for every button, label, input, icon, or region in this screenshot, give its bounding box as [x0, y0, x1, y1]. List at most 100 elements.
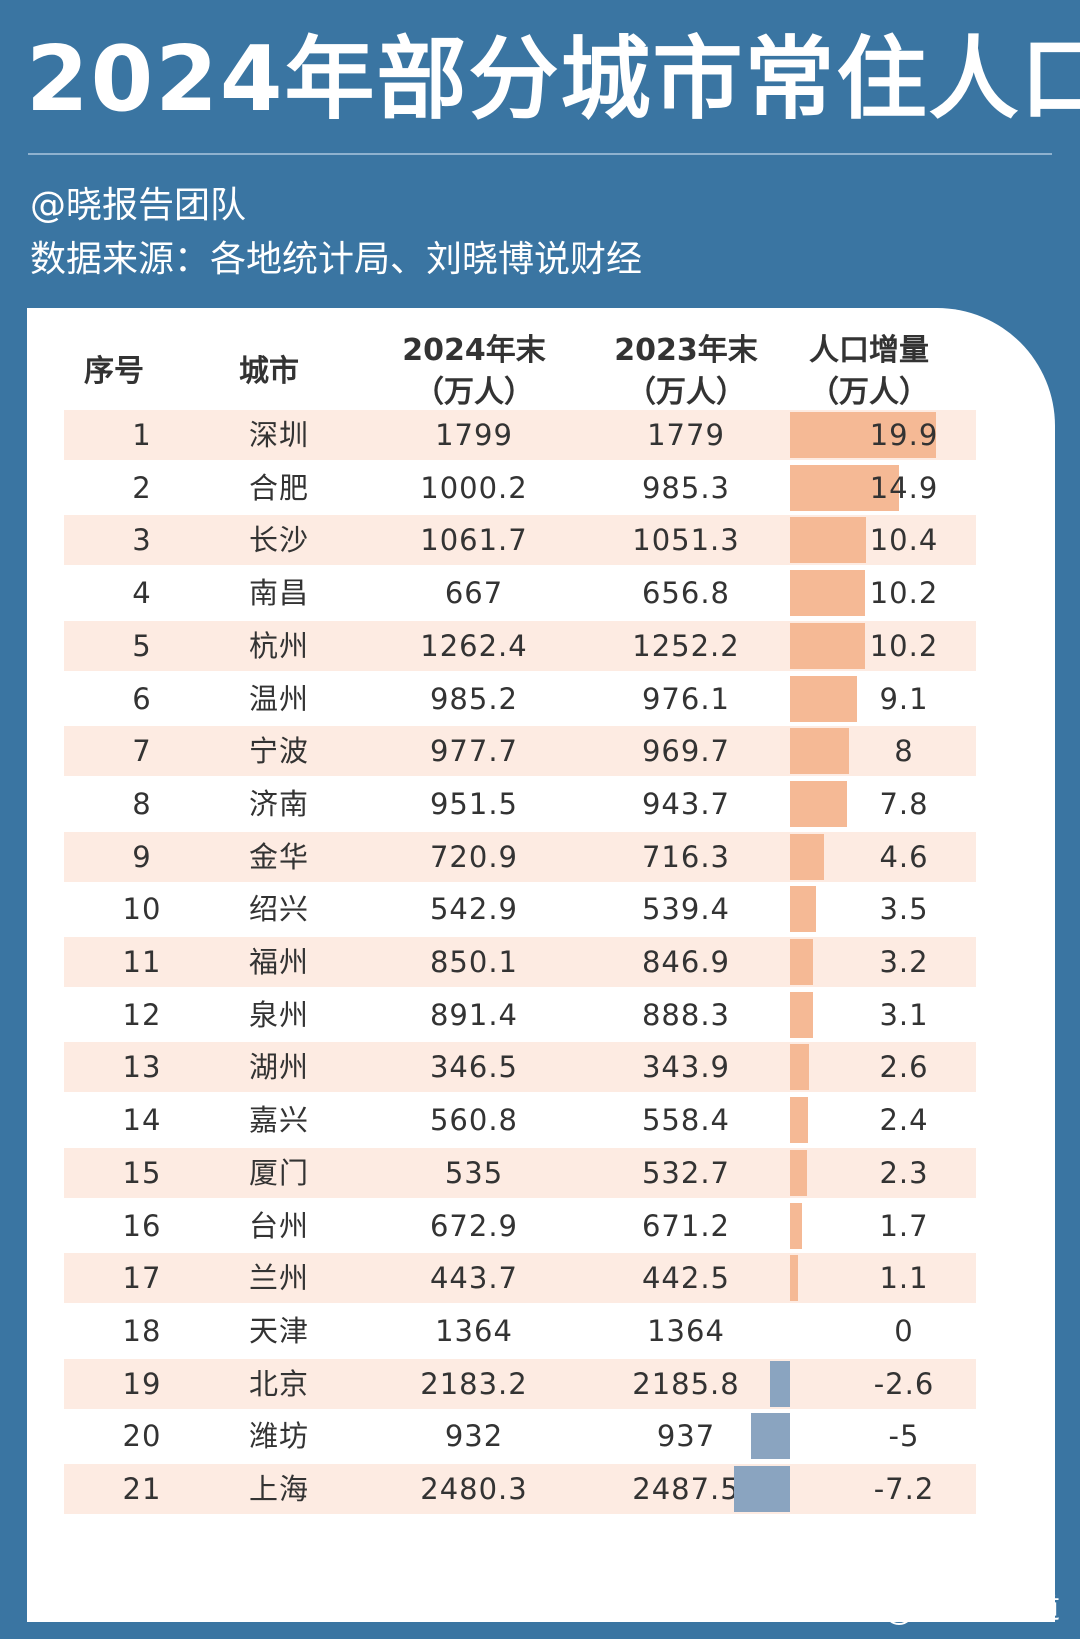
rank-cell: 6 — [132, 681, 152, 716]
watermark: ◎ 昊晓波频道 — [883, 1587, 1060, 1627]
decrease-bar — [734, 1466, 790, 1512]
header-rank: 序号 — [84, 354, 144, 389]
table-row: 7 宁波 977.7 969.7 8 — [64, 726, 976, 777]
population-2023-cell: 532.7 — [641, 1155, 731, 1190]
population-2024-cell: 1000.2 — [420, 470, 528, 505]
table-row: 17 兰州 443.7 442.5 1.1 — [64, 1253, 976, 1304]
table-row: 2 合肥 1000.2 985.3 14.9 — [64, 463, 976, 513]
change-cell: 3.1 — [879, 997, 929, 1032]
header-2024-title: 2024年末 — [402, 333, 546, 368]
decrease-bar — [769, 1360, 790, 1407]
table-row: 14 嘉兴 560.8 558.4 2.4 — [64, 1095, 976, 1145]
increase-bar — [790, 886, 816, 933]
table-row: 8 济南 951.5 943.7 7.8 — [64, 779, 976, 829]
city-cell: 绍兴 — [248, 892, 309, 927]
population-2024-cell: 951.5 — [429, 786, 519, 821]
population-2024-cell: 985.2 — [429, 681, 519, 716]
change-cell: 2.3 — [879, 1155, 929, 1190]
increase-bar — [790, 464, 900, 511]
increase-bar — [790, 1149, 807, 1196]
population-2023-cell: 558.4 — [641, 1103, 731, 1138]
population-2023-cell: 343.9 — [641, 1050, 731, 1085]
increase-bar — [790, 1202, 803, 1249]
change-cell: 10.2 — [869, 628, 939, 663]
increase-bar — [790, 412, 936, 458]
header-2023: 2023年末 （万人） — [586, 330, 786, 414]
population-2024-cell: 977.7 — [429, 734, 519, 769]
population-2024-cell: 535 — [444, 1155, 504, 1190]
rank-cell: 7 — [132, 734, 152, 769]
rank-cell: 15 — [122, 1155, 162, 1190]
change-cell: 9.1 — [879, 681, 929, 716]
increase-bar — [790, 517, 867, 564]
table-row: 13 湖州 346.5 343.9 2.6 — [64, 1042, 976, 1093]
population-2023-cell: 671.2 — [641, 1208, 731, 1243]
increase-bar — [790, 833, 824, 880]
population-2023-cell: 442.5 — [641, 1261, 731, 1296]
population-2024-cell: 560.8 — [429, 1103, 519, 1138]
population-2024-cell: 932 — [444, 1419, 504, 1454]
decrease-bar — [751, 1413, 790, 1460]
channel-logo-icon: ◎ — [883, 1595, 914, 1625]
population-2024-cell: 672.9 — [429, 1208, 519, 1243]
author-credit: @晓报告团队 — [30, 185, 247, 226]
rank-cell: 19 — [122, 1366, 162, 1401]
population-2024-cell: 850.1 — [429, 945, 519, 979]
city-cell: 天津 — [248, 1313, 309, 1348]
change-cell: 10.4 — [869, 523, 939, 558]
city-cell: 兰州 — [248, 1261, 309, 1296]
increase-bar — [790, 1044, 810, 1091]
rank-cell: 9 — [132, 839, 152, 874]
population-2024-cell: 720.9 — [429, 839, 519, 874]
rank-cell: 13 — [122, 1050, 162, 1085]
change-cell: 14.9 — [869, 470, 939, 505]
table-row: 16 台州 672.9 671.2 1.7 — [64, 1201, 976, 1251]
rank-cell: 12 — [122, 997, 162, 1032]
population-2023-cell: 846.9 — [641, 945, 731, 979]
population-2024-cell: 2183.2 — [420, 1366, 528, 1401]
table-row: 15 厦门 535 532.7 2.3 — [64, 1147, 976, 1198]
population-2024-cell: 2480.3 — [420, 1472, 528, 1506]
city-cell: 温州 — [248, 681, 309, 716]
table-row: 21 上海 2480.3 2487.5 -7.2 — [64, 1464, 976, 1514]
population-2023-cell: 985.3 — [641, 470, 731, 505]
population-2024-cell: 542.9 — [429, 892, 519, 927]
population-2023-cell: 716.3 — [641, 839, 731, 874]
change-cell: 1.1 — [879, 1261, 929, 1296]
rank-cell: 10 — [122, 892, 162, 927]
city-cell: 潍坊 — [248, 1419, 309, 1454]
city-cell: 宁波 — [248, 734, 309, 769]
change-cell: -7.2 — [873, 1472, 935, 1506]
change-cell: 0 — [894, 1313, 914, 1348]
change-cell: -2.6 — [873, 1366, 935, 1401]
population-2024-cell: 346.5 — [429, 1050, 519, 1085]
city-cell: 台州 — [248, 1208, 309, 1243]
population-2024-cell: 1262.4 — [420, 628, 528, 663]
header-2023-title: 2023年末 — [614, 333, 758, 368]
population-2023-cell: 1252.2 — [632, 628, 740, 663]
city-cell: 长沙 — [248, 523, 309, 558]
table-row: 19 北京 2183.2 2185.8 -2.6 — [64, 1358, 976, 1409]
page-title: 2024年部分城市常住人口 — [26, 27, 1080, 132]
table-row: 1 深圳 1799 1779 19.9 — [64, 410, 976, 460]
population-2023-cell: 888.3 — [641, 997, 731, 1032]
population-2023-cell: 969.7 — [641, 734, 731, 769]
city-cell: 杭州 — [248, 628, 309, 663]
rank-cell: 17 — [122, 1261, 162, 1296]
rank-cell: 2 — [132, 470, 152, 505]
city-cell: 厦门 — [248, 1155, 309, 1190]
population-2023-cell: 976.1 — [641, 681, 731, 716]
population-2023-cell: 539.4 — [641, 892, 731, 927]
city-cell: 湖州 — [248, 1050, 309, 1085]
rank-cell: 21 — [122, 1472, 162, 1506]
city-cell: 泉州 — [248, 997, 309, 1032]
change-cell: 3.5 — [879, 892, 929, 927]
population-2023-cell: 2185.8 — [632, 1366, 740, 1401]
change-cell: 8 — [894, 734, 914, 769]
rank-cell: 8 — [132, 786, 152, 821]
change-cell: 7.8 — [879, 786, 929, 821]
population-2024-cell: 667 — [444, 576, 504, 611]
rank-cell: 14 — [122, 1103, 162, 1138]
change-cell: 4.6 — [879, 839, 929, 874]
population-2024-cell: 1061.7 — [420, 523, 528, 558]
